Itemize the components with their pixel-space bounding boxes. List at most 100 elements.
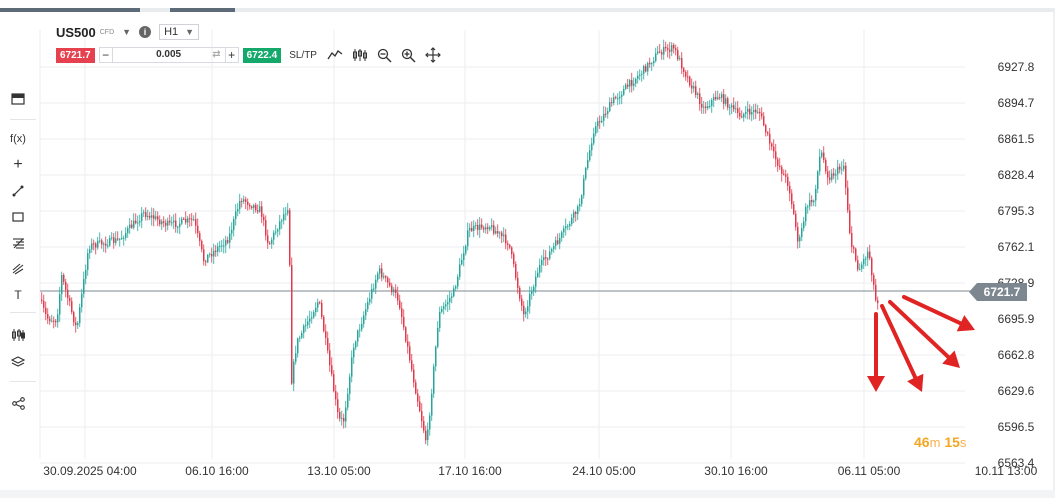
candle-body [373, 288, 375, 290]
candle-body [49, 318, 51, 322]
buy-button[interactable]: 6722.4 [242, 47, 282, 63]
candle-body [853, 247, 855, 249]
candle-body [363, 315, 365, 324]
candle-body [477, 224, 479, 230]
candle-body [331, 365, 333, 375]
crosshair-icon[interactable] [425, 47, 441, 63]
indicators-icon[interactable]: f(x) [10, 133, 26, 145]
candle-body [93, 243, 95, 245]
candle-body [633, 83, 635, 86]
candle-body [351, 357, 353, 377]
candle-body [203, 249, 205, 262]
text-icon[interactable]: T [14, 288, 22, 302]
candle-body [463, 253, 465, 260]
quantity-stepper[interactable]: − 0.005 ⇄ + [98, 47, 239, 63]
candle-body [205, 261, 207, 263]
projection-arrow-head [907, 373, 924, 392]
candle-body [439, 311, 441, 328]
candle-body [117, 238, 119, 240]
candle-body [565, 226, 567, 229]
candle-body [795, 213, 797, 227]
candle-body [613, 97, 615, 104]
decrease-button[interactable]: − [102, 48, 110, 62]
sltp-button[interactable]: SL/TP [289, 49, 317, 61]
candle-body [663, 46, 665, 55]
layers-icon[interactable] [8, 353, 28, 371]
zoom-out-icon[interactable] [377, 48, 392, 63]
candle-body [551, 249, 553, 252]
candle-body [593, 133, 595, 144]
candle-body [413, 369, 415, 383]
zoom-in-icon[interactable] [401, 48, 416, 63]
candle-body [83, 278, 85, 294]
candle-body [493, 225, 495, 234]
candle-body [703, 106, 705, 108]
projection-arrows [867, 295, 975, 392]
timeframe-select[interactable]: H1 ▼ [159, 24, 200, 40]
sidebar-divider [10, 381, 36, 382]
info-icon[interactable]: i [139, 26, 152, 38]
candle-body [347, 393, 349, 408]
candles-icon[interactable] [352, 48, 368, 62]
symbol-dropdown-icon[interactable]: ▼ [122, 27, 132, 37]
chart-type-icon[interactable] [8, 90, 28, 108]
candle-body [385, 276, 387, 278]
candle-body [561, 232, 563, 238]
candle-body [645, 66, 647, 72]
candle-body [65, 281, 67, 290]
candle-body [521, 298, 523, 306]
candle-body [359, 329, 361, 331]
candle-body [733, 105, 735, 110]
quantity-input[interactable]: 0.005 ⇄ [111, 48, 226, 62]
rectangle-icon[interactable] [8, 208, 28, 226]
candle-body [747, 108, 749, 113]
candle-body [61, 274, 63, 295]
candle-body [87, 253, 89, 270]
crosshair-plus-icon[interactable]: + [13, 156, 23, 173]
y-tick-label: 6629.6 [998, 384, 1035, 398]
candle-body [759, 111, 761, 114]
candle-body [743, 113, 745, 118]
candle-body [793, 204, 795, 214]
candle-body [315, 307, 317, 313]
y-tick-label: 6563.4 [998, 456, 1035, 470]
share-icon[interactable] [8, 394, 28, 412]
candle-body [159, 219, 161, 225]
candle-body [473, 225, 475, 231]
candle-body [101, 240, 103, 245]
candle-body [119, 238, 121, 240]
candle-body [391, 285, 393, 293]
candles-settings-icon[interactable] [8, 326, 28, 344]
candle-body [547, 258, 549, 260]
candle-body [851, 233, 853, 248]
line-chart-icon[interactable] [327, 48, 343, 62]
candle-body [321, 302, 323, 317]
sell-button[interactable]: 6721.7 [56, 47, 95, 63]
candle-body [125, 232, 127, 238]
increase-button[interactable]: + [228, 48, 236, 62]
candle-body [143, 212, 145, 214]
candle-body [569, 224, 571, 227]
candle-body [653, 60, 655, 64]
timeframe-value: H1 [164, 26, 179, 38]
candle-body [41, 299, 43, 301]
x-tick-label: 06.10 16:00 [185, 464, 249, 478]
swap-icon[interactable]: ⇄ [212, 49, 221, 60]
candle-body [349, 376, 351, 394]
candle-body [629, 80, 631, 87]
instrument-symbol[interactable]: US500 [56, 24, 96, 40]
candle-body [243, 199, 245, 202]
trendline-icon[interactable] [8, 182, 28, 200]
candle-body [643, 66, 645, 74]
candle-body [509, 244, 511, 248]
candle-body [751, 112, 753, 115]
y-tick-label: 6828.4 [998, 168, 1035, 182]
candle-body [307, 321, 309, 326]
candle-body [865, 258, 867, 260]
fibonacci-icon[interactable] [8, 234, 28, 252]
candle-body [425, 430, 427, 441]
pitchfork-icon[interactable] [8, 260, 28, 278]
countdown-minutes-unit: m [929, 435, 941, 450]
candle-body [767, 132, 769, 134]
